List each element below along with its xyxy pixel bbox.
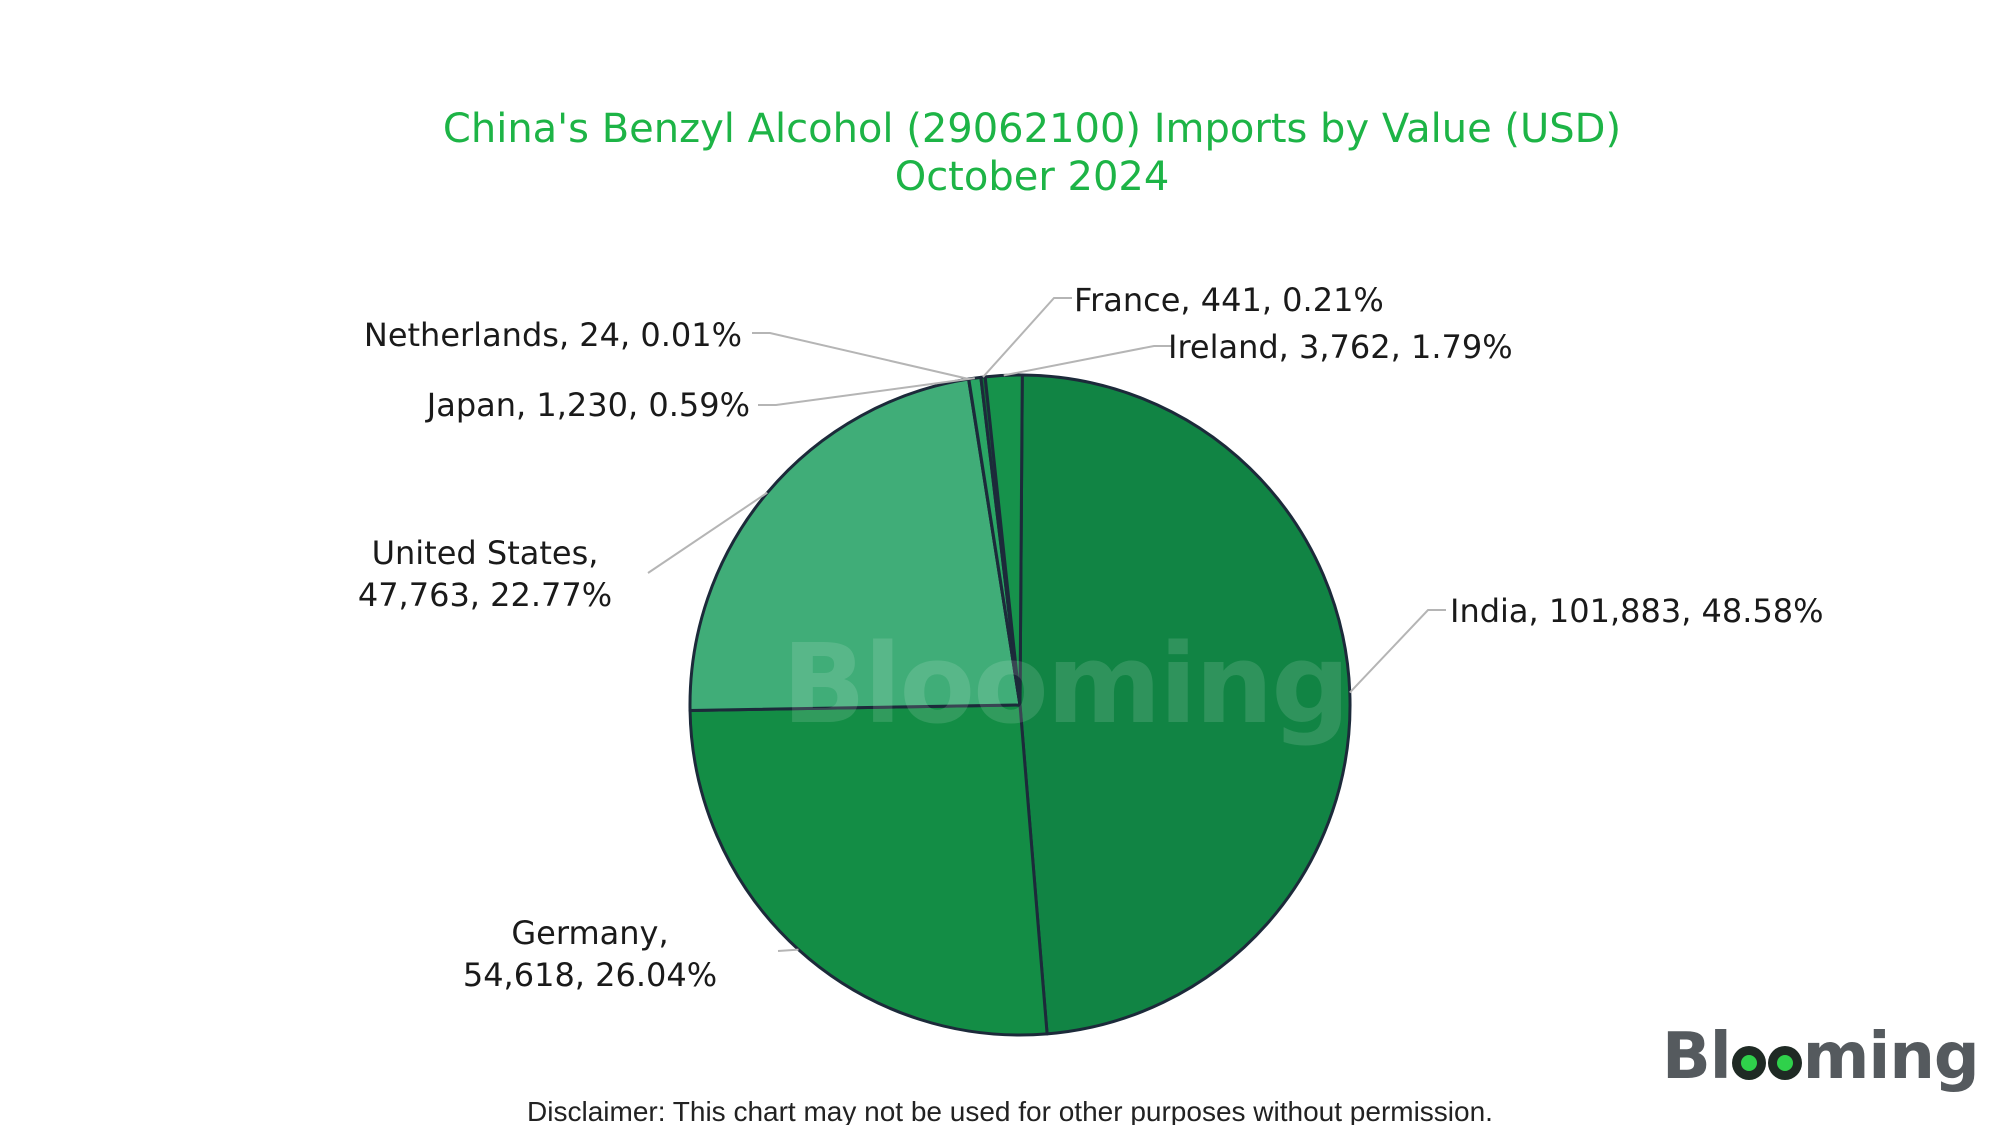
leader-line-united-states <box>647 491 768 574</box>
slice-label-germany: Germany, <box>511 914 668 952</box>
pie-slice-germany <box>688 703 1049 1037</box>
slice-label-united-states: 47,763, 22.77% <box>358 576 612 614</box>
slice-label-ireland: Ireland, 3,762, 1.79% <box>1168 328 1513 366</box>
pie-slice-india <box>1018 373 1352 1036</box>
leader-line-germany <box>777 948 799 952</box>
leader-line-india <box>1349 609 1446 694</box>
leader-line-france <box>982 297 1072 378</box>
logo-text-end: ming <box>1802 1020 1980 1094</box>
blooming-logo: Bl ming <box>1662 1020 1980 1094</box>
pie-slice-united-states <box>688 377 1022 712</box>
leader-lines <box>647 297 1446 952</box>
logo-text-start: Bl <box>1662 1020 1732 1094</box>
logo-eye-icon <box>1767 1046 1802 1080</box>
slice-label-france: France, 441, 0.21% <box>1074 281 1384 319</box>
leader-line-ireland <box>1003 345 1172 377</box>
disclaimer: Disclaimer: This chart may not be used f… <box>527 1096 1493 1125</box>
pie-slices <box>688 373 1352 1037</box>
chart-title: China's Benzyl Alcohol (29062100) Import… <box>442 106 1622 152</box>
leader-line-netherlands <box>752 332 969 380</box>
slice-label-united-states: United States, <box>372 534 599 572</box>
logo-eye-icon <box>1731 1046 1766 1080</box>
watermark: Blooming <box>782 620 1350 748</box>
leader-line-japan <box>758 377 975 406</box>
slice-label-japan: Japan, 1,230, 0.59% <box>425 386 750 424</box>
chart-subtitle: October 2024 <box>894 154 1170 200</box>
slice-label-india: India, 101,883, 48.58% <box>1450 592 1824 630</box>
slice-label-germany: 54,618, 26.04% <box>463 956 717 994</box>
slice-label-netherlands: Netherlands, 24, 0.01% <box>364 316 742 354</box>
slice-labels: India, 101,883, 48.58% Germany, 54,618, 26… <box>358 281 1824 994</box>
